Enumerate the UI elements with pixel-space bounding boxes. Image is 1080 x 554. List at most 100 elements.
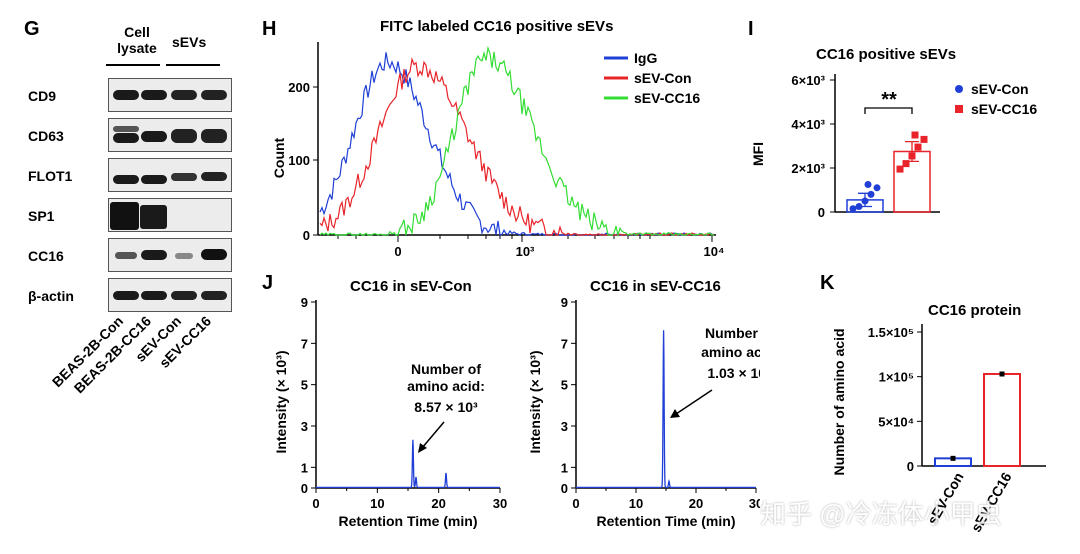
- tick-label: 20: [431, 496, 445, 511]
- tick-label: 10: [629, 496, 643, 511]
- data-point: [864, 181, 872, 188]
- data-point: [999, 371, 1005, 377]
- annotation-line: 1.03 × 10⁵: [707, 365, 760, 381]
- tick-label: 3: [301, 419, 308, 434]
- tick-label: 1×10⁵: [879, 370, 914, 385]
- sevs-bracket: [166, 64, 220, 66]
- lysate-bracket: [106, 64, 160, 66]
- wb-row-cd9: [108, 78, 232, 112]
- legend-label: sEV-Con: [971, 81, 1029, 97]
- tick-label: 10⁴: [704, 244, 725, 259]
- x-axis-title: Retention Time (min): [339, 513, 478, 529]
- data-point: [849, 205, 857, 213]
- tick-label: 100: [288, 153, 310, 168]
- tick-label: 5: [561, 378, 568, 393]
- tick-label: 1.5×10⁵: [868, 325, 914, 340]
- tick-label: 7: [561, 336, 568, 351]
- chart-i-yticks: 0 2×10³ 4×10³ 6×10³: [791, 73, 835, 220]
- header-lysate: lysate: [117, 40, 157, 56]
- series-line-sev-con: [319, 57, 715, 236]
- wb-row-label: FLOT1: [28, 168, 73, 184]
- annotation-line: Number of: [705, 325, 760, 341]
- wb-row-cc16: [108, 238, 232, 272]
- tick-label: 0: [312, 496, 319, 511]
- wb-row-label: CC16: [28, 248, 64, 264]
- chart-j1: Intensity (× 10³) 0 1 3 5 7 9 0 10 20 30 Retentio…: [273, 295, 507, 529]
- tick-label: 7: [301, 336, 308, 351]
- tick-label: 0: [818, 205, 825, 220]
- tick-label: 5×10⁴: [878, 414, 914, 429]
- lane-labels: BEAS-2B-Con BEAS-2B-CC16 sEV-Con sEV-CC1…: [49, 313, 214, 397]
- panel-label-j: J: [262, 272, 274, 294]
- tick-label: 10³: [516, 244, 535, 259]
- chart-k-ylabel: Number of amino acid: [831, 328, 847, 475]
- chart-h-legend: IgG sEV-Con sEV-CC16: [604, 50, 700, 106]
- x-axis-title: Retention Time (min): [597, 513, 736, 529]
- chart-k: Number of amino acid 05×10⁴1×10⁵1.5×10⁵ …: [831, 324, 1046, 535]
- wb-row-sp1: [108, 198, 232, 232]
- bar-sev-cc16: [983, 372, 1021, 468]
- chart-j2-title: CC16 in sEV-CC16: [590, 278, 721, 295]
- chart-h-yticks: 0 100 200: [288, 80, 318, 243]
- tick-label: 10: [370, 496, 384, 511]
- series-line-sev-cc16: [319, 45, 714, 238]
- chromatogram-line: [316, 439, 500, 489]
- chart-i-legend: sEV-Con sEV-CC16: [955, 81, 1037, 117]
- tick-label: 5: [301, 378, 308, 393]
- chart-j1-title: CC16 in sEV-Con: [350, 278, 472, 295]
- data-point: [896, 165, 904, 173]
- chart-i-ylabel: MFI: [750, 142, 766, 166]
- panel-label-g: G: [24, 18, 40, 40]
- legend-label: sEV-CC16: [634, 90, 700, 106]
- data-point: [911, 131, 919, 139]
- chart-h-xticks: [337, 235, 713, 242]
- panel-label-k: K: [820, 272, 835, 294]
- tick-label: 2×10³: [791, 161, 825, 176]
- chart-j2-ylabel: Intensity (× 10³): [527, 350, 543, 453]
- chart-i: MFI 0 2×10³ 4×10³ 6×10³ ** sEV-Con sEV-C…: [750, 73, 1037, 220]
- wb-row-flot1: [108, 158, 232, 192]
- tick-label: 1: [301, 460, 308, 475]
- chart-i-title: CC16 positive sEVs: [816, 46, 957, 63]
- data-point: [914, 143, 922, 151]
- chart-j1-ylabel: Intensity (× 10³): [273, 350, 289, 453]
- data-point: [920, 135, 928, 143]
- wb-row-label: CD63: [28, 128, 64, 144]
- wb-row-label: CD9: [28, 88, 57, 104]
- chart-h: Count 0 100 200 0 10³ 10⁴ IgG sEV-Con sE…: [271, 42, 725, 259]
- chart-k-title: CC16 protein: [928, 302, 1022, 319]
- panel-label-i: I: [748, 18, 754, 40]
- chart-h-ylabel: Count: [271, 137, 287, 178]
- tick-label: 0: [394, 244, 401, 259]
- tick-label: 0: [561, 481, 568, 496]
- wb-row-label: SP1: [28, 208, 55, 224]
- data-point: [908, 152, 916, 160]
- data-point: [855, 203, 863, 210]
- tick-label: 20: [689, 496, 703, 511]
- tick-label: 200: [288, 80, 310, 95]
- tick-label: 30: [493, 496, 507, 511]
- legend-label: sEV-CC16: [971, 101, 1037, 117]
- legend-label: sEV-Con: [634, 70, 692, 86]
- annotation-line: Number of: [411, 361, 481, 377]
- data-point: [867, 190, 875, 198]
- watermark: 知乎 @冷冻体小甲虫: [760, 499, 1002, 529]
- wb-row-cd63: [108, 118, 232, 152]
- chromatogram-line: [576, 330, 756, 489]
- data-point: [861, 197, 869, 205]
- data-point: [950, 455, 956, 461]
- data-point: [873, 184, 881, 192]
- tick-label: 9: [561, 295, 568, 310]
- chart-h-title: FITC labeled CC16 positive sEVs: [380, 18, 614, 35]
- chart-j2: Intensity (× 10³) 0 1 3 5 7 9 0 10 20 30 Retentio…: [527, 295, 760, 529]
- wb-row-label: β-actin: [28, 288, 74, 304]
- tick-label: 4×10³: [791, 117, 825, 132]
- tick-label: 0: [301, 481, 308, 496]
- tick-label: 3: [561, 419, 568, 434]
- significance-label: **: [881, 89, 897, 111]
- header-cell: Cell: [124, 24, 150, 40]
- wb-row-beta-actin: [108, 278, 232, 312]
- annotation-line: amino acid:: [407, 378, 485, 394]
- tick-label: 1: [561, 460, 568, 475]
- tick-label: 0: [303, 228, 310, 243]
